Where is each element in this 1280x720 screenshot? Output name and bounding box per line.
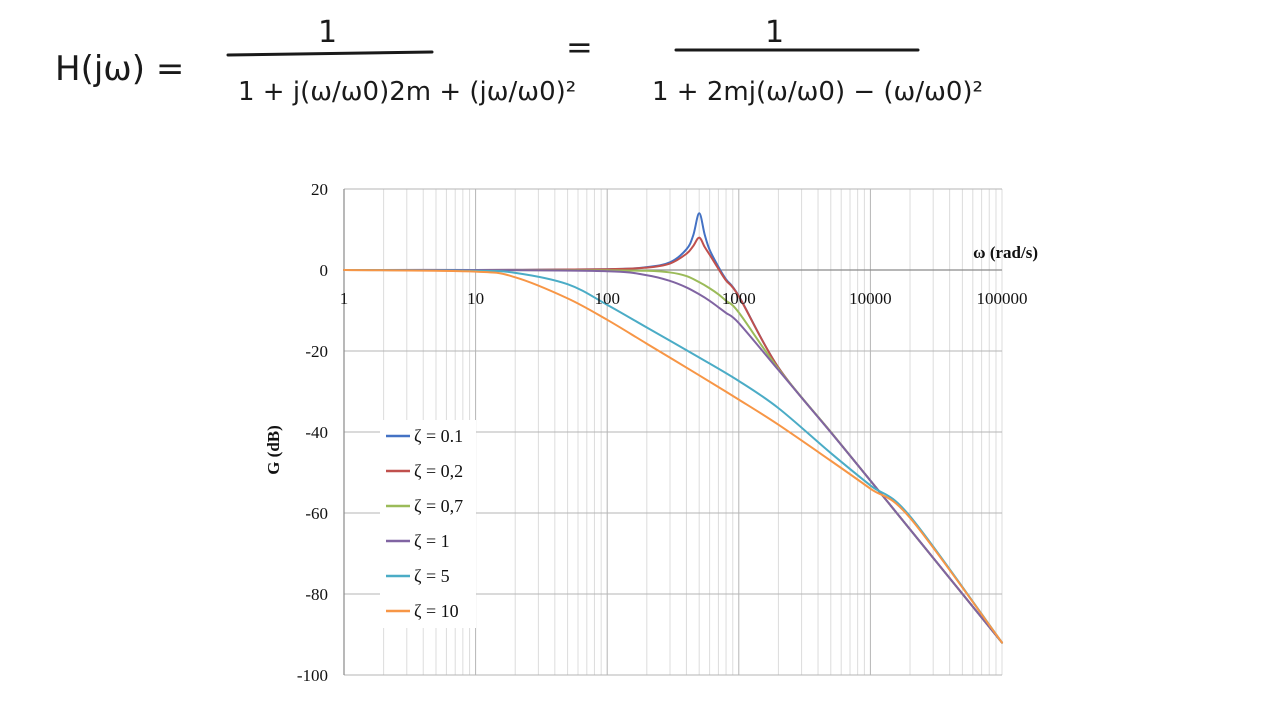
chart-legend: ζ = 0.1 ζ = 0,2 ζ = 0,7 ζ = 1 ζ = 5 ζ = 10 [380, 420, 476, 628]
x-tick-label: 100000 [977, 289, 1028, 308]
formula-denominator-2: 1 + 2mj(ω/ω0) − (ω/ω0)² [652, 77, 983, 107]
series-line [343, 269, 1003, 644]
legend-label: ζ = 0.1 [414, 426, 463, 446]
formula-denominator-1: 1 + j(ω/ω0)2m + (jω/ω0)² [238, 77, 576, 107]
y-tick-label: 0 [320, 261, 329, 280]
x-tick-label: 1000 [722, 289, 756, 308]
series-line [343, 268, 1003, 644]
legend-label: ζ = 1 [414, 531, 450, 551]
legend-label: ζ = 5 [414, 566, 450, 586]
legend-label: ζ = 0,2 [414, 461, 463, 481]
y-tick-label: -100 [297, 666, 328, 685]
formula-lhs: H(jω) = [55, 49, 184, 89]
y-tick-label: -80 [305, 585, 328, 604]
transfer-function-formula: H(jω) = 1 1 + j(ω/ω0)2m + (jω/ω0)² = 1 1… [55, 15, 983, 107]
chart-tick-labels: 1 10 100 1000 10000 100000 20 0 -20 -40 -60 -80 -100 [297, 180, 1028, 685]
series-line [343, 269, 1003, 644]
legend-background [380, 420, 476, 628]
legend-label: ζ = 0,7 [414, 496, 463, 516]
y-tick-label: 20 [311, 180, 328, 199]
y-tick-label: -20 [305, 342, 328, 361]
formula-numerator-1: 1 [318, 15, 337, 50]
formula-numerator-2: 1 [765, 15, 784, 50]
x-tick-label: 10000 [849, 289, 892, 308]
formula-equals: = [566, 28, 593, 66]
y-tick-label: -60 [305, 504, 328, 523]
fraction-bar-1 [226, 50, 434, 57]
legend-label: ζ = 10 [414, 601, 459, 621]
x-tick-label: 10 [467, 289, 484, 308]
y-tick-label: -40 [305, 423, 328, 442]
x-tick-label: 100 [594, 289, 620, 308]
x-axis-label: ω (rad/s) [973, 243, 1038, 262]
x-tick-label: 1 [340, 289, 349, 308]
y-axis-label: G (dB) [264, 425, 283, 475]
chart-series-lines [343, 212, 1003, 644]
